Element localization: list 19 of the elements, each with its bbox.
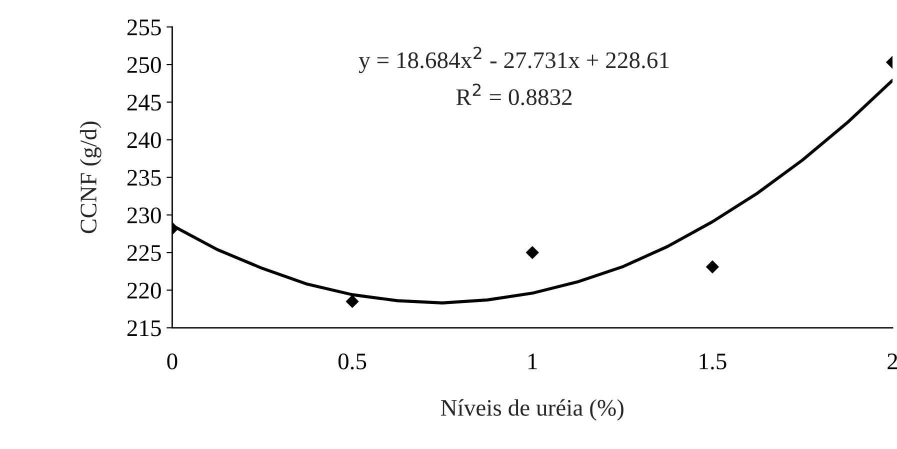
y-tick-label: 220 xyxy=(127,282,161,299)
point xyxy=(526,246,539,260)
y-axis-title: CCNF (g/d) xyxy=(80,122,102,234)
annotation: y = 18.684x$^{2}$ - 27.731x + 228.61 xyxy=(358,46,669,74)
x-tick-label: 2 xyxy=(888,354,897,370)
x-tick-label: 1 xyxy=(528,354,537,370)
x-axis-title: Níveis de uréia (%) xyxy=(440,399,624,421)
y-tick-label: 235 xyxy=(127,170,161,186)
y-tick-label: 215 xyxy=(127,320,161,336)
y-tick-label: 225 xyxy=(127,245,161,261)
y-tick-label: 245 xyxy=(127,94,161,111)
x-tick-label: 0.5 xyxy=(338,353,366,370)
y-tick-label: 240 xyxy=(127,132,161,148)
y-tick-label: 250 xyxy=(127,57,161,73)
x-tick-label: 1.5 xyxy=(700,354,726,370)
y-tick-label: 230 xyxy=(127,207,161,224)
y-tick-label: 255 xyxy=(127,19,161,36)
annotation: R$^{2}$ = 0.8832 xyxy=(456,84,572,106)
x-tick-label: 0 xyxy=(167,353,178,370)
